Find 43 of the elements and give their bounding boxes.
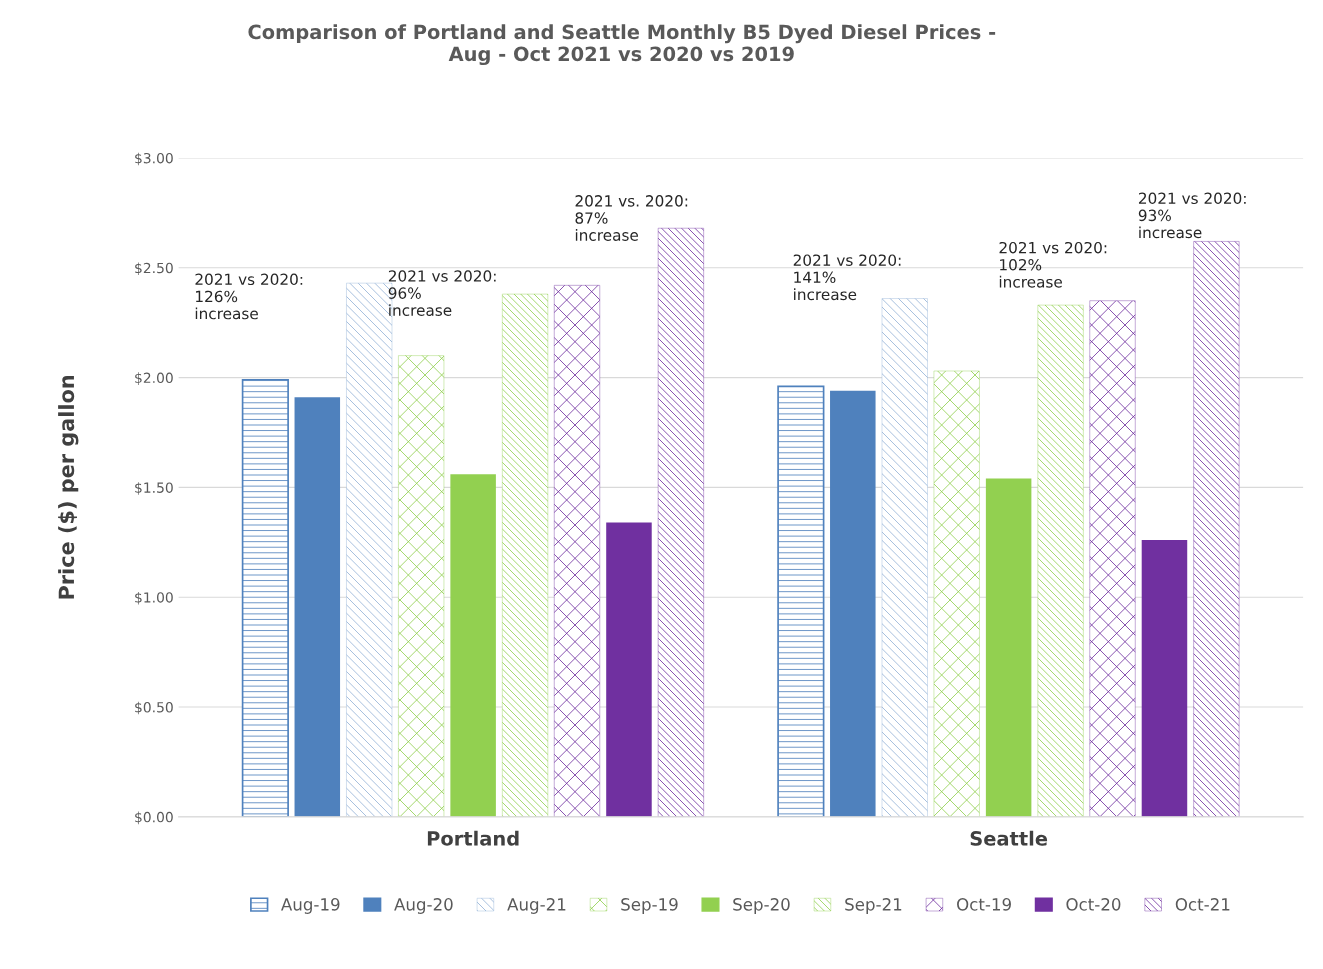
y-axis-title: Price ($) per gallon bbox=[58, 375, 79, 599]
y-tick-label: $2.50 bbox=[135, 262, 173, 276]
legend-label: Oct-20 bbox=[1066, 898, 1121, 911]
legend-label: Aug-19 bbox=[281, 898, 340, 914]
annotation: 2021 vs 2020: 93% increase bbox=[1138, 192, 1246, 239]
bar bbox=[1141, 540, 1188, 817]
bar bbox=[777, 385, 825, 817]
bar bbox=[985, 478, 1032, 817]
bar bbox=[830, 390, 876, 817]
bar bbox=[657, 228, 704, 817]
y-tick-label: $0.50 bbox=[135, 701, 173, 715]
bar bbox=[933, 370, 980, 817]
bar bbox=[294, 397, 341, 817]
annotation: 2021 vs 2020: 102% increase bbox=[999, 241, 1107, 288]
y-tick-label: $3.00 bbox=[135, 152, 173, 166]
x-tick-label: Portland bbox=[427, 830, 519, 846]
bar bbox=[881, 298, 928, 817]
bar bbox=[450, 474, 496, 817]
bar bbox=[502, 293, 549, 817]
bar bbox=[1089, 300, 1136, 817]
legend-label: Sep-20 bbox=[733, 898, 790, 914]
bar bbox=[554, 285, 600, 817]
y-tick-label: $1.50 bbox=[135, 482, 173, 495]
bar bbox=[1037, 304, 1084, 817]
legend-label: Sep-21 bbox=[845, 898, 902, 914]
bar bbox=[1193, 241, 1240, 817]
annotation: 2021 vs 2020: 96% increase bbox=[388, 270, 496, 316]
annotation: 2021 vs 2020: 126% increase bbox=[195, 273, 303, 320]
legend-label: Sep-19 bbox=[621, 898, 678, 914]
legend-label: Aug-20 bbox=[394, 898, 453, 914]
bar bbox=[398, 355, 445, 817]
y-tick-label: $0.00 bbox=[135, 811, 173, 825]
legend-label: Aug-21 bbox=[507, 898, 566, 914]
legend-label: Oct-19 bbox=[957, 898, 1011, 911]
legend-label: Oct-21 bbox=[1175, 898, 1230, 911]
x-tick-label: Seattle bbox=[970, 830, 1048, 846]
annotation: 2021 vs. 2020: 87% increase bbox=[575, 195, 688, 241]
bar bbox=[606, 522, 652, 817]
chart-title: Comparison of Portland and Seattle Monthly B5 Dyed Diesel Prices - Aug - Oct 2021 vs 2020 vs 2019 bbox=[248, 24, 996, 66]
annotation: 2021 vs 2020: 141% increase bbox=[793, 254, 901, 301]
y-tick-label: $1.00 bbox=[135, 591, 173, 605]
y-tick-label: $2.00 bbox=[135, 372, 173, 385]
bar bbox=[241, 378, 289, 817]
